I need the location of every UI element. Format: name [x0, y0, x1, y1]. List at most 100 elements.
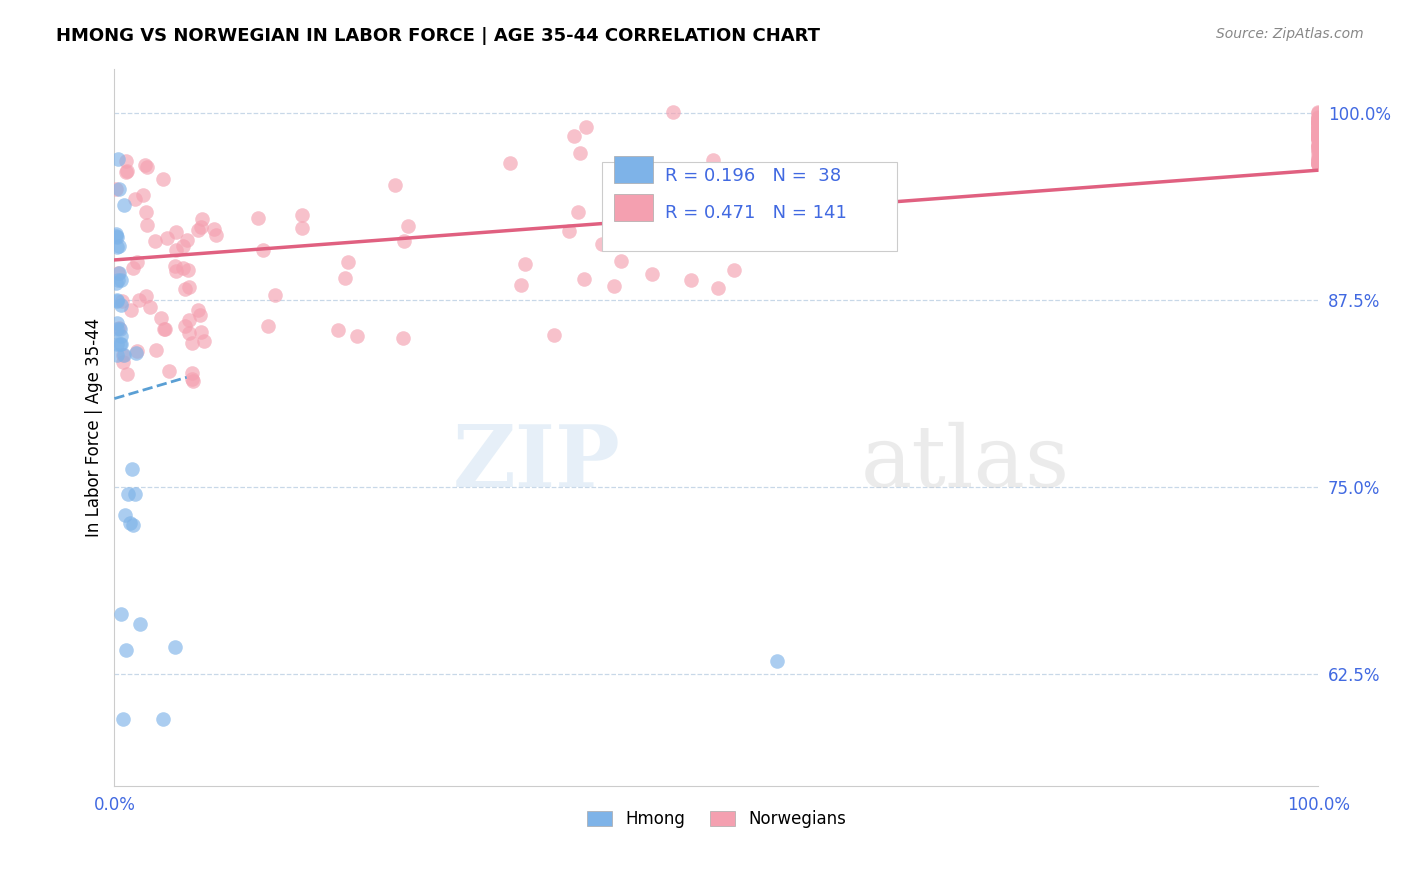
Point — [1308, 117, 1330, 131]
Text: R = 0.471   N = 141: R = 0.471 N = 141 — [665, 204, 846, 222]
Point — [145, 343, 167, 357]
Point — [128, 616, 150, 631]
Point — [1308, 152, 1330, 166]
Point — [1308, 114, 1330, 128]
Point — [1308, 115, 1330, 129]
Point — [174, 318, 197, 333]
Point — [384, 178, 406, 193]
Point — [709, 165, 731, 179]
Point — [1308, 115, 1330, 129]
Point — [190, 325, 212, 339]
Text: R = 0.196   N =  38: R = 0.196 N = 38 — [665, 167, 841, 185]
Point — [156, 230, 179, 244]
Point — [396, 219, 419, 234]
Point — [1308, 151, 1330, 165]
Point — [205, 228, 228, 243]
Point — [117, 486, 139, 500]
Point — [291, 208, 314, 222]
Point — [128, 293, 150, 307]
Point — [153, 322, 176, 336]
Point — [107, 152, 129, 166]
Point — [513, 257, 536, 271]
Point — [105, 293, 128, 308]
Point — [193, 334, 215, 348]
Point — [187, 223, 209, 237]
Point — [107, 266, 129, 280]
Point — [575, 120, 598, 134]
Point — [1308, 124, 1330, 138]
Point — [346, 329, 368, 343]
Point — [122, 518, 145, 533]
Point — [172, 260, 194, 275]
Point — [1308, 112, 1330, 126]
Point — [105, 348, 128, 362]
Point — [1308, 156, 1330, 170]
Point — [181, 336, 204, 351]
Point — [336, 255, 359, 269]
Point — [157, 364, 180, 378]
Point — [1308, 143, 1330, 157]
Point — [174, 282, 197, 296]
Point — [136, 218, 159, 232]
Point — [181, 374, 204, 388]
Point — [1308, 120, 1330, 134]
Point — [105, 182, 128, 196]
Point — [1308, 153, 1330, 168]
Point — [111, 712, 134, 726]
Point — [104, 227, 127, 241]
Point — [1308, 134, 1330, 148]
Point — [1308, 120, 1330, 135]
Text: Source: ZipAtlas.com: Source: ZipAtlas.com — [1216, 27, 1364, 41]
Point — [1308, 139, 1330, 153]
Point — [108, 239, 131, 253]
Point — [1308, 138, 1330, 153]
Point — [134, 157, 156, 171]
Point — [707, 281, 730, 295]
Point — [568, 146, 591, 161]
Point — [120, 303, 142, 318]
Point — [1308, 119, 1330, 133]
Point — [149, 311, 172, 326]
Point — [562, 128, 585, 143]
Point — [572, 272, 595, 286]
Point — [621, 164, 644, 178]
Point — [723, 262, 745, 277]
Point — [1308, 106, 1330, 120]
Point — [111, 293, 134, 308]
FancyBboxPatch shape — [614, 156, 652, 183]
Point — [1308, 116, 1330, 130]
Point — [765, 654, 787, 668]
Point — [108, 322, 131, 336]
Point — [105, 240, 128, 254]
Point — [115, 367, 138, 381]
Point — [115, 165, 138, 179]
Point — [1308, 140, 1330, 154]
Point — [567, 205, 589, 219]
Point — [702, 153, 724, 167]
Point — [1308, 128, 1330, 142]
Point — [108, 336, 131, 351]
Point — [115, 643, 138, 657]
Point — [681, 273, 703, 287]
Point — [107, 321, 129, 335]
Point — [1308, 116, 1330, 130]
Point — [326, 323, 349, 337]
Point — [181, 371, 204, 385]
Point — [707, 209, 730, 223]
Point — [124, 345, 146, 359]
Point — [558, 224, 581, 238]
Point — [1308, 121, 1330, 136]
Point — [188, 308, 211, 322]
Point — [591, 237, 613, 252]
Point — [1308, 139, 1330, 153]
Point — [134, 204, 156, 219]
Point — [132, 188, 155, 202]
Text: HMONG VS NORWEGIAN IN LABOR FORCE | AGE 35-44 CORRELATION CHART: HMONG VS NORWEGIAN IN LABOR FORCE | AGE … — [56, 27, 820, 45]
Point — [110, 297, 132, 311]
Point — [112, 348, 135, 362]
Point — [105, 230, 128, 244]
Point — [707, 181, 730, 195]
Point — [499, 156, 522, 170]
Point — [1308, 131, 1330, 145]
Point — [1308, 131, 1330, 145]
